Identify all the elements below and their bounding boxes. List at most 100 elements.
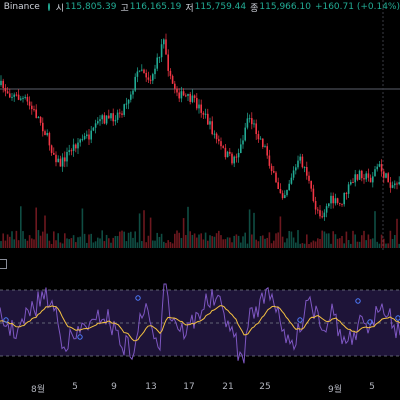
candle-body (222, 146, 224, 148)
volume-bar (251, 234, 253, 248)
candle-body (361, 170, 363, 179)
volume-bar (211, 236, 213, 248)
candle-body (391, 185, 394, 188)
volume-bar (20, 206, 22, 248)
candle-body (13, 94, 15, 97)
divergence-marker (135, 295, 141, 301)
volume-bar (369, 239, 372, 248)
volume-bar (116, 236, 119, 248)
price-chart-pane[interactable] (0, 0, 400, 250)
candle-body (0, 80, 2, 85)
volume-bar (112, 237, 114, 248)
change-value: +160.71 (+0.14%) (314, 2, 400, 12)
candle-body (356, 174, 359, 180)
volume-bar (50, 243, 53, 248)
volume-bar (209, 235, 211, 248)
candle-body (105, 115, 108, 124)
volume-bar (262, 235, 264, 248)
volume-bar (53, 231, 55, 248)
volume-bar (378, 243, 381, 248)
volume-bar (180, 237, 183, 248)
volume-bar (365, 240, 367, 248)
volume-bar (127, 232, 130, 248)
volume-bar (55, 240, 57, 248)
volume-bar (292, 237, 295, 248)
candle-body (72, 144, 75, 151)
candle-body (134, 76, 136, 91)
candle-body (383, 171, 385, 178)
candle-body (235, 156, 238, 158)
candle-body (143, 69, 145, 73)
volume-bar (75, 242, 77, 248)
candle-body (200, 104, 202, 113)
candle-body (152, 74, 154, 81)
candle-body (325, 206, 328, 213)
volume-bar (88, 234, 90, 248)
candle-body (376, 166, 378, 170)
candle-body (240, 144, 242, 153)
volume-bar (398, 243, 400, 248)
volume-bar (354, 234, 356, 248)
candle-body (204, 113, 207, 115)
candle-body (79, 139, 81, 143)
time-axis[interactable]: 8월 5 9 13 17 21 25 9월 5 (0, 378, 400, 400)
candle-body (365, 173, 367, 180)
volume-bar (396, 218, 398, 248)
candle-body (389, 182, 392, 188)
candle-body (141, 69, 143, 71)
volume-bar (9, 236, 11, 248)
time-tick: 25 (259, 382, 271, 392)
divergence-marker (355, 298, 361, 304)
candle-body (167, 54, 169, 71)
candle-body (149, 79, 152, 81)
volume-bar (394, 235, 396, 248)
candle-body (86, 134, 88, 137)
volume-bar (341, 235, 343, 248)
volume-bar (61, 243, 64, 248)
volume-bar (79, 236, 81, 248)
candle-body (398, 182, 400, 185)
volume-bar (367, 234, 370, 248)
volume-bar (277, 232, 279, 248)
candle-body (310, 180, 312, 189)
candle-body (354, 174, 356, 183)
candle-body (248, 118, 251, 120)
candle-body (165, 39, 167, 55)
candle-body (169, 70, 172, 76)
pane-collapse-icon[interactable] (0, 259, 7, 269)
candle-body (103, 115, 106, 124)
candle-body (90, 130, 92, 140)
candle-body (330, 195, 332, 204)
candle-body (191, 95, 194, 102)
candle-body (94, 123, 97, 128)
candle-body (22, 97, 24, 99)
candle-body (28, 101, 31, 106)
time-tick: 9월 (327, 385, 343, 395)
time-tick: 9 (111, 382, 117, 392)
candle-body (189, 93, 191, 102)
candle-body (378, 164, 381, 167)
volume-bar (242, 236, 244, 248)
volume-bar (136, 242, 139, 248)
candle-body (4, 87, 7, 92)
time-tick: 17 (183, 382, 195, 392)
volume-bar (202, 239, 205, 248)
volume-bar (317, 238, 319, 248)
volume-bar (387, 243, 389, 248)
candle-body (367, 173, 370, 178)
candle-body (9, 93, 11, 98)
volume-bar (363, 230, 365, 248)
volume-bar (24, 238, 26, 248)
candle-body (2, 80, 4, 88)
volume-bar (31, 238, 33, 248)
volume-bar (310, 242, 312, 248)
volume-bar (295, 242, 297, 248)
volume-bar (273, 240, 275, 248)
volume-bar (90, 233, 92, 248)
volume-bar (33, 239, 35, 248)
candle-body (374, 169, 376, 177)
rsi-indicator-pane[interactable] (0, 250, 400, 378)
candle-body (345, 192, 348, 194)
volume-bar (334, 234, 337, 248)
